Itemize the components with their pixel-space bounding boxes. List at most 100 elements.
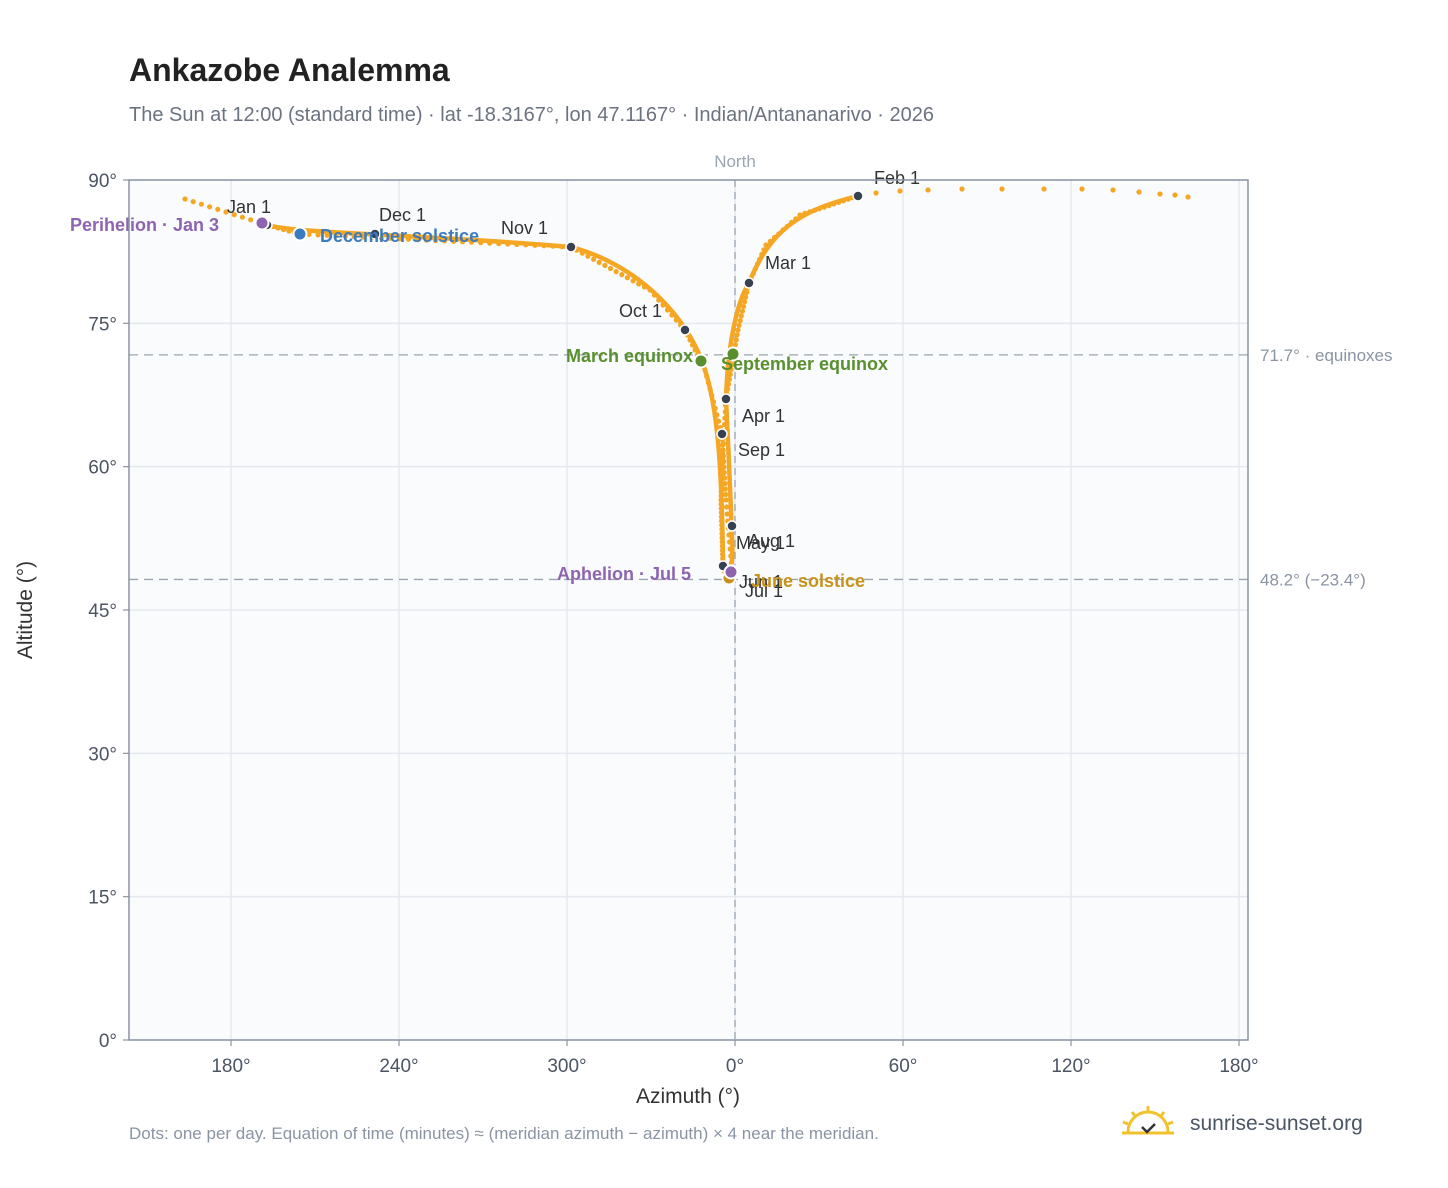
event-marker [693,353,709,369]
daily-sun-dot [619,272,625,278]
daily-sun-dot [1110,187,1116,193]
month-label: Mar 1 [765,253,811,273]
event-marker [723,564,739,580]
brand[interactable]: sunrise-sunset.org [1120,1104,1363,1144]
daily-sun-dot [1079,186,1085,192]
month-label: Dec 1 [379,205,426,225]
daily-sun-dot [1136,189,1142,195]
daily-sun-dot [897,188,903,194]
daily-sun-dot [736,322,742,328]
daily-sun-dot [239,214,245,220]
x-tick-label: 0° [726,1056,744,1077]
brand-name: sunrise-sunset.org [1190,1112,1363,1135]
daily-sun-dot [738,313,744,319]
daily-sun-dot [720,451,726,457]
event-label: March equinox [566,346,693,366]
month-marker [565,241,577,253]
daily-sun-dot [248,217,254,223]
x-tick-label: 120° [1051,1056,1090,1077]
daily-sun-dot [740,303,747,310]
daily-sun-dot [735,327,741,333]
daily-sun-dot [223,209,229,215]
month-marker [852,190,864,202]
event-markers: March equinox September equinox June solst… [70,215,888,591]
x-tick-label: 240° [379,1056,418,1077]
daily-sun-dot [925,187,931,193]
y-tick-label: 0° [99,1031,117,1052]
month-label: Aug 1 [748,531,795,551]
daily-sun-dot [739,308,746,314]
daily-sun-dot [873,190,879,196]
daily-sun-dot [182,196,188,202]
daily-sun-dot [215,206,221,212]
y-tick-label: 30° [88,744,117,765]
x-tick-label: 60° [889,1056,918,1077]
daily-sun-dot [596,259,602,265]
y-tick-label: 90° [88,171,117,192]
event-label: June solstice [751,571,865,591]
daily-sun-dot [207,204,213,210]
daily-sun-dot [734,332,740,338]
y-tick-label: 45° [88,601,117,622]
month-label: May 1 [736,533,785,553]
daily-sun-dot [1041,186,1047,192]
daily-sun-dot [723,491,729,498]
month-marker [716,428,728,440]
event-label: September equinox [721,354,888,374]
daily-sun-dot [607,265,614,272]
daily-sun-dot [733,337,739,343]
daily-sun-dot [306,231,312,237]
month-marker [743,277,755,289]
month-marker [679,324,691,336]
daily-sun-dot [231,212,237,218]
daily-sun-dot [724,511,730,517]
month-label: Nov 1 [501,218,548,238]
daily-sun-dot [723,497,729,503]
month-marker [726,520,738,532]
daily-sun-dot [1172,192,1178,198]
month-label: Jul 1 [745,581,783,601]
month-marker [720,393,732,405]
grid-lines [129,179,1248,1041]
month-label: Feb 1 [874,168,920,188]
daily-sun-dot [732,342,739,348]
daily-sun-dot [591,256,597,262]
daily-sun-dot [742,299,748,305]
daily-sun-dot [1185,194,1191,200]
event-label: Perihelion · Jan 3 [70,215,219,235]
footnote: Dots: one per day. Equation of time (min… [129,1124,879,1143]
daily-sun-dot [198,201,204,207]
reference-line-label: 48.2° (−23.4°) [1260,570,1366,589]
sun-logo-icon [1122,1106,1174,1135]
daily-sun-dot [724,504,730,510]
y-axis-label: Altitude (°) [14,561,37,659]
daily-sun-dot [315,232,321,238]
daily-sun-dot [613,269,619,275]
reference-line-label: 71.7° · equinoxes [1260,346,1393,365]
daily-sun-dot [729,361,735,368]
event-label: Aphelion · Jul 5 [557,564,691,584]
month-label: Jun 1 [739,572,783,592]
x-axis-label: Azimuth (°) [636,1085,740,1108]
daily-sun-dot [630,278,636,284]
month-label: Apr 1 [742,406,785,426]
x-tick-label: 180° [211,1056,250,1077]
daily-sun-dot [190,199,196,205]
y-tick-label: 15° [88,888,117,909]
x-tick-label: 300° [547,1056,586,1077]
event-marker [254,215,270,231]
month-label: Oct 1 [619,301,662,321]
daily-sun-dot [1157,191,1163,197]
y-tick-label: 75° [88,314,117,335]
daily-sun-dot [720,441,727,447]
chart-title: Ankazobe Analemma [129,52,450,88]
daily-sun-dot [999,186,1005,192]
daily-sun-dot [624,275,631,281]
daily-sun-dot [720,447,726,453]
meridian-label: North [714,152,756,171]
chart-subtitle: The Sun at 12:00 (standard time) · lat -… [129,104,935,126]
event-label: December solstice [320,226,479,246]
